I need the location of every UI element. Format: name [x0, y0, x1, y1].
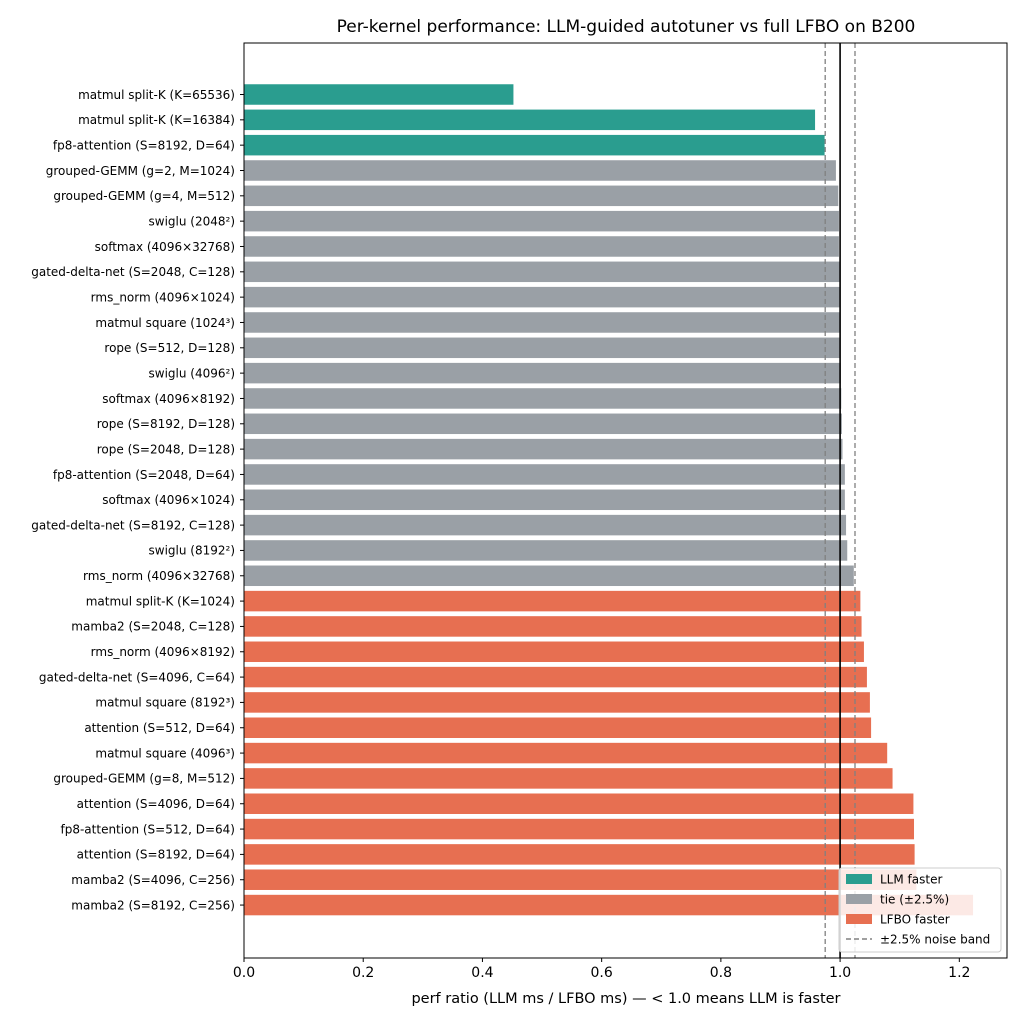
legend-label: ±2.5% noise band	[880, 932, 990, 946]
y-tick-label: fp8-attention (S=2048, D=64)	[53, 468, 235, 482]
bar	[244, 742, 888, 764]
y-tick-label: rope (S=8192, D=128)	[97, 417, 235, 431]
y-tick-label: gated-delta-net (S=2048, C=128)	[31, 265, 235, 279]
bar	[244, 362, 841, 384]
y-tick-label: swiglu (4096²)	[149, 366, 235, 380]
y-tick-label: rope (S=2048, D=128)	[97, 442, 235, 456]
bar	[244, 337, 841, 359]
noise-band-layer	[824, 43, 856, 958]
bar	[244, 540, 848, 561]
y-tick-label: gated-delta-net (S=8192, C=128)	[31, 518, 235, 532]
x-tick-label: 0.2	[352, 965, 374, 981]
y-tick-label: grouped-GEMM (g=8, M=512)	[53, 772, 235, 786]
bar	[244, 160, 836, 181]
bar	[244, 844, 915, 865]
bar	[244, 185, 839, 207]
bar	[244, 464, 845, 485]
x-tick-label: 1.0	[829, 965, 851, 981]
bar	[244, 692, 870, 713]
y-tick-label: rope (S=512, D=128)	[104, 341, 235, 355]
x-tick-label: 0.4	[471, 965, 493, 981]
y-tick-label: matmul split-K (K=1024)	[86, 594, 235, 608]
bar	[244, 818, 915, 840]
y-tick-label: gated-delta-net (S=4096, C=64)	[39, 670, 235, 684]
legend-swatch	[846, 914, 872, 924]
legend-label: tie (±2.5%)	[880, 892, 949, 906]
bar	[244, 84, 514, 105]
bar	[244, 134, 825, 156]
y-tick-label: grouped-GEMM (g=4, M=512)	[53, 189, 235, 203]
y-tick-label: matmul split-K (K=65536)	[78, 88, 235, 102]
y-tick-label: swiglu (8192²)	[149, 544, 235, 558]
bar	[244, 869, 917, 890]
x-tick-label: 0.6	[591, 965, 613, 981]
chart-title: Per-kernel performance: LLM-guided autot…	[337, 17, 916, 37]
y-tick-label: mamba2 (S=2048, C=128)	[71, 620, 235, 634]
bar	[244, 641, 864, 663]
y-tick-label: mamba2 (S=8192, C=256)	[71, 898, 235, 912]
y-tick-label: matmul square (8192³)	[95, 696, 235, 710]
y-tick-label: fp8-attention (S=512, D=64)	[61, 822, 236, 836]
legend-label: LFBO faster	[880, 912, 950, 926]
bar	[244, 894, 974, 916]
y-tick-label: rms_norm (4096×32768)	[83, 569, 235, 583]
y-tick-label: mamba2 (S=4096, C=256)	[71, 873, 235, 887]
x-tick-labels: 0.0 0.2 0.4 0.6 0.8 1.0 1.2	[233, 958, 970, 981]
plot-frame	[243, 42, 1008, 959]
y-tick-label: attention (S=4096, D=64)	[77, 797, 235, 811]
bar	[244, 438, 843, 460]
y-tick-label: attention (S=8192, D=64)	[77, 848, 235, 862]
bar	[244, 717, 872, 738]
x-axis-label: perf ratio (LLM ms / LFBO ms) — < 1.0 me…	[411, 991, 840, 1007]
y-tick-label: attention (S=512, D=64)	[84, 721, 235, 735]
legend-box	[838, 867, 1002, 953]
bar	[244, 210, 839, 232]
y-tick-label: swiglu (2048²)	[149, 214, 235, 228]
x-tick-label: 0.8	[710, 965, 732, 981]
bar	[244, 666, 867, 688]
bar	[244, 286, 840, 308]
y-tick-label: softmax (4096×1024)	[102, 493, 235, 507]
legend-swatch	[846, 874, 872, 884]
bar	[244, 514, 847, 536]
y-tick-label: grouped-GEMM (g=2, M=1024)	[46, 164, 235, 178]
y-tick-label: softmax (4096×32768)	[95, 240, 235, 254]
y-tick-labels: matmul split-K (K=65536) matmul split-K (…	[31, 88, 244, 912]
legend: LLM faster tie (±2.5%) LFBO faster ±2.5% no…	[838, 867, 1002, 953]
y-tick-label: matmul square (4096³)	[95, 746, 235, 760]
axes-layer	[243, 42, 1008, 959]
x-tick-label: 0.0	[233, 965, 255, 981]
y-tick-label: matmul split-K (K=16384)	[78, 113, 235, 127]
y-tick-label: rms_norm (4096×1024)	[91, 290, 235, 304]
y-tick-label: rms_norm (4096×8192)	[91, 645, 235, 659]
bar	[244, 768, 893, 789]
y-tick-label: fp8-attention (S=8192, D=64)	[53, 138, 235, 152]
legend-swatch	[846, 894, 872, 904]
y-tick-label: softmax (4096×8192)	[102, 392, 235, 406]
legend-label: LLM faster	[880, 872, 942, 886]
bar	[244, 565, 854, 587]
x-tick-label: 1.2	[948, 965, 970, 981]
bar	[244, 388, 842, 409]
bar	[244, 413, 842, 435]
bar	[244, 312, 841, 333]
bar	[244, 236, 839, 257]
bar	[244, 489, 845, 511]
bars-layer	[244, 84, 974, 916]
bar	[244, 793, 914, 814]
bar	[244, 590, 861, 612]
bar	[244, 616, 862, 637]
bar	[244, 109, 816, 131]
y-tick-label: matmul square (1024³)	[95, 316, 235, 330]
bar	[244, 261, 840, 283]
